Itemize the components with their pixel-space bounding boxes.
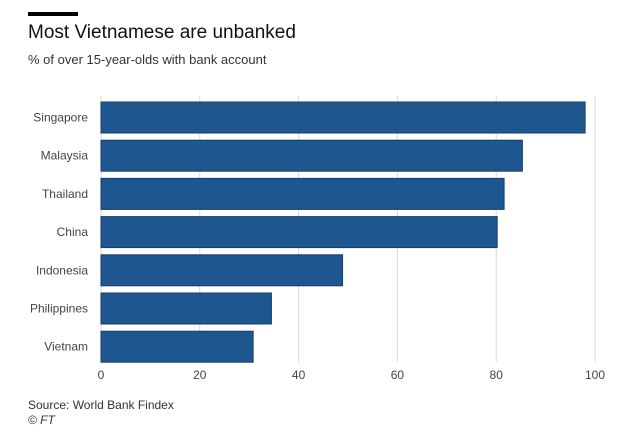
x-tick-label: 40: [292, 368, 306, 382]
bar-malaysia: [100, 139, 523, 172]
category-label: Singapore: [33, 111, 88, 125]
x-tick-label: 0: [98, 368, 105, 382]
top-rule: [28, 12, 78, 16]
chart-subtitle: % of over 15-year-olds with bank account: [28, 52, 267, 67]
category-label: Indonesia: [36, 263, 88, 277]
bar-philippines: [100, 292, 272, 325]
source-note: Source: World Bank Findex: [28, 398, 174, 412]
ft-credit: © FT: [28, 413, 55, 427]
bar-vietnam: [100, 330, 254, 363]
x-tick-label: 80: [490, 368, 504, 382]
category-label: China: [57, 225, 89, 239]
category-label: Philippines: [30, 302, 88, 316]
bars: [100, 101, 586, 363]
category-label: Malaysia: [41, 149, 89, 163]
chart-title: Most Vietnamese are unbanked: [28, 22, 296, 43]
bar-thailand: [100, 177, 505, 210]
x-tick-label: 60: [391, 368, 405, 382]
category-label: Thailand: [42, 187, 88, 201]
x-tick-label: 100: [585, 368, 605, 382]
category-labels: Singapore Malaysia Thailand China Indonesia P…: [30, 111, 88, 354]
bar-china: [100, 216, 498, 249]
bar-indonesia: [100, 254, 344, 287]
x-tick-label: 20: [193, 368, 207, 382]
bar-singapore: [100, 101, 586, 134]
x-tick-labels: 0 20 40 60 80 100: [98, 368, 606, 382]
category-label: Vietnam: [44, 340, 88, 354]
